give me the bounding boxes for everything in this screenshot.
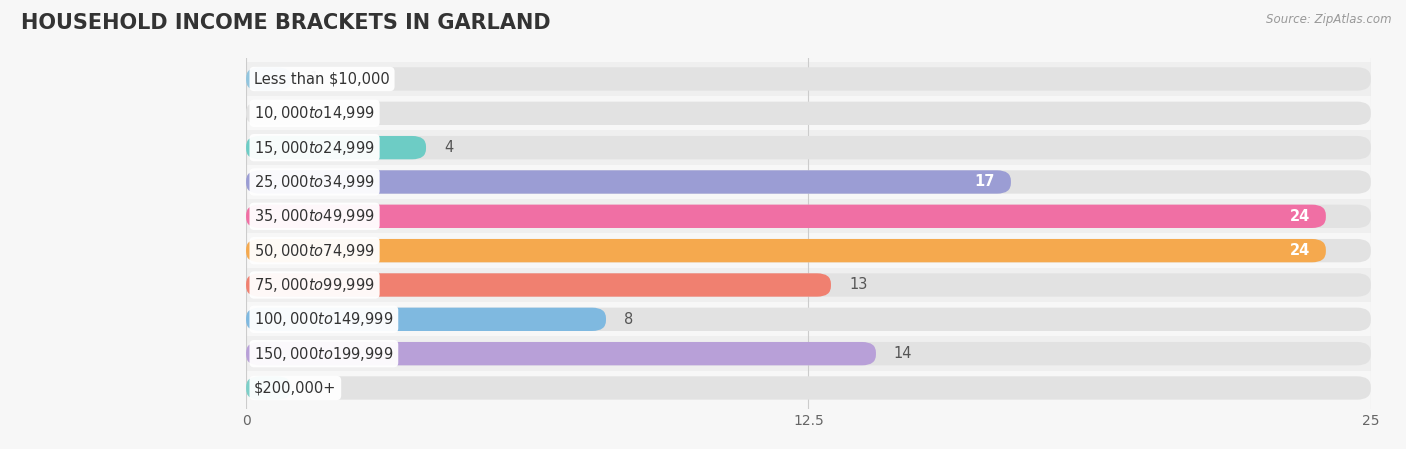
FancyBboxPatch shape <box>246 239 1326 262</box>
Text: Less than $10,000: Less than $10,000 <box>254 71 389 87</box>
FancyBboxPatch shape <box>246 62 1371 96</box>
FancyBboxPatch shape <box>246 67 291 91</box>
Text: 1: 1 <box>309 380 318 396</box>
Text: $10,000 to $14,999: $10,000 to $14,999 <box>254 104 375 122</box>
FancyBboxPatch shape <box>246 302 1371 336</box>
FancyBboxPatch shape <box>246 239 1371 262</box>
FancyBboxPatch shape <box>246 136 1371 159</box>
FancyBboxPatch shape <box>246 205 1371 228</box>
FancyBboxPatch shape <box>246 308 1371 331</box>
FancyBboxPatch shape <box>246 376 1371 400</box>
FancyBboxPatch shape <box>246 273 831 297</box>
FancyBboxPatch shape <box>246 273 1371 297</box>
Text: 13: 13 <box>849 277 868 292</box>
Text: Source: ZipAtlas.com: Source: ZipAtlas.com <box>1267 13 1392 26</box>
FancyBboxPatch shape <box>246 342 1371 365</box>
Text: 17: 17 <box>974 175 995 189</box>
Text: $75,000 to $99,999: $75,000 to $99,999 <box>254 276 375 294</box>
Text: 14: 14 <box>894 346 912 361</box>
FancyBboxPatch shape <box>246 131 1371 165</box>
Text: $25,000 to $34,999: $25,000 to $34,999 <box>254 173 375 191</box>
FancyBboxPatch shape <box>246 268 1371 302</box>
FancyBboxPatch shape <box>246 136 426 159</box>
Text: $35,000 to $49,999: $35,000 to $49,999 <box>254 207 375 225</box>
Text: $50,000 to $74,999: $50,000 to $74,999 <box>254 242 375 260</box>
Text: $15,000 to $24,999: $15,000 to $24,999 <box>254 139 375 157</box>
FancyBboxPatch shape <box>246 67 1371 91</box>
FancyBboxPatch shape <box>246 96 1371 131</box>
Text: 1: 1 <box>309 71 318 87</box>
Text: 8: 8 <box>624 312 633 327</box>
FancyBboxPatch shape <box>246 342 876 365</box>
FancyBboxPatch shape <box>246 376 291 400</box>
Text: 0: 0 <box>264 106 273 121</box>
FancyBboxPatch shape <box>246 199 1371 233</box>
FancyBboxPatch shape <box>246 101 1371 125</box>
FancyBboxPatch shape <box>246 371 1371 405</box>
FancyBboxPatch shape <box>246 308 606 331</box>
FancyBboxPatch shape <box>246 233 1371 268</box>
Text: $100,000 to $149,999: $100,000 to $149,999 <box>254 310 394 328</box>
Text: $150,000 to $199,999: $150,000 to $199,999 <box>254 345 394 363</box>
Text: 24: 24 <box>1289 209 1310 224</box>
Text: $200,000+: $200,000+ <box>254 380 336 396</box>
Text: 4: 4 <box>444 140 453 155</box>
Text: HOUSEHOLD INCOME BRACKETS IN GARLAND: HOUSEHOLD INCOME BRACKETS IN GARLAND <box>21 13 551 34</box>
FancyBboxPatch shape <box>246 165 1371 199</box>
FancyBboxPatch shape <box>246 170 1371 194</box>
Text: 24: 24 <box>1289 243 1310 258</box>
FancyBboxPatch shape <box>246 170 1011 194</box>
FancyBboxPatch shape <box>246 205 1326 228</box>
FancyBboxPatch shape <box>246 336 1371 371</box>
